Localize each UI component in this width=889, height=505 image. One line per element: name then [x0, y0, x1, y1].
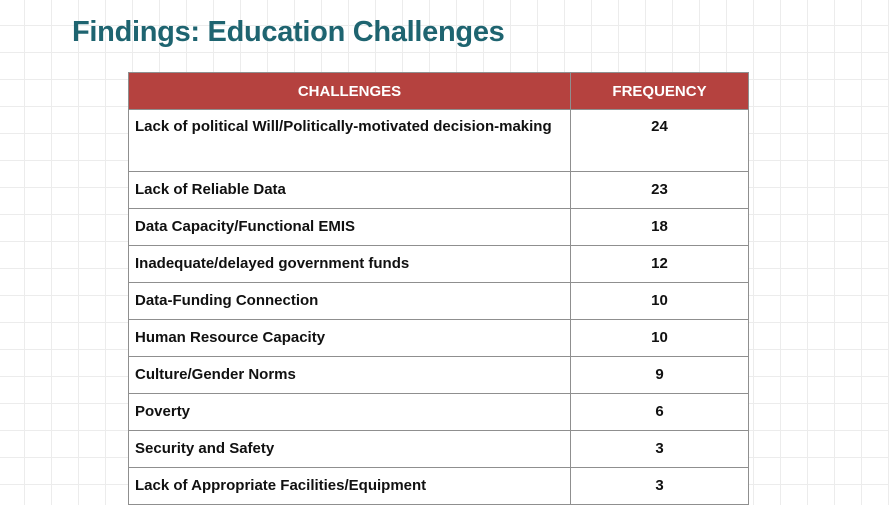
column-header-challenges: CHALLENGES: [128, 72, 571, 110]
frequency-cell: 18: [570, 208, 749, 246]
column-header-frequency: FREQUENCY: [570, 72, 749, 110]
challenge-cell: Data-Funding Connection: [128, 282, 571, 320]
challenge-cell: Lack of Reliable Data: [128, 171, 571, 209]
frequency-cell: 6: [570, 393, 749, 431]
table-header-row: CHALLENGES FREQUENCY: [128, 72, 749, 110]
frequency-cell: 23: [570, 171, 749, 209]
frequency-cell: 10: [570, 282, 749, 320]
frequency-cell: 10: [570, 319, 749, 357]
challenge-cell: Inadequate/delayed government funds: [128, 245, 571, 283]
challenge-cell: Lack of political Will/Politically-motiv…: [128, 109, 571, 172]
challenge-cell: Poverty: [128, 393, 571, 431]
table-row: Lack of Reliable Data 23: [128, 171, 749, 209]
page-title: Findings: Education Challenges: [72, 16, 505, 48]
frequency-cell: 3: [570, 430, 749, 468]
challenge-cell: Security and Safety: [128, 430, 571, 468]
challenge-cell: Lack of Appropriate Facilities/Equipment: [128, 467, 571, 505]
table-row: Poverty 6: [128, 393, 749, 431]
table-row: Human Resource Capacity 10: [128, 319, 749, 357]
table-row: Inadequate/delayed government funds 12: [128, 245, 749, 283]
frequency-cell: 24: [570, 109, 749, 172]
challenge-cell: Human Resource Capacity: [128, 319, 571, 357]
challenges-table: CHALLENGES FREQUENCY Lack of political W…: [128, 72, 749, 505]
frequency-cell: 12: [570, 245, 749, 283]
challenge-cell: Culture/Gender Norms: [128, 356, 571, 394]
table-row: Lack of political Will/Politically-motiv…: [128, 109, 749, 172]
table-row: Lack of Appropriate Facilities/Equipment…: [128, 467, 749, 505]
table-row: Security and Safety 3: [128, 430, 749, 468]
table-row: Data-Funding Connection 10: [128, 282, 749, 320]
challenge-cell: Data Capacity/Functional EMIS: [128, 208, 571, 246]
frequency-cell: 9: [570, 356, 749, 394]
frequency-cell: 3: [570, 467, 749, 505]
table-row: Culture/Gender Norms 9: [128, 356, 749, 394]
table-row: Data Capacity/Functional EMIS 18: [128, 208, 749, 246]
